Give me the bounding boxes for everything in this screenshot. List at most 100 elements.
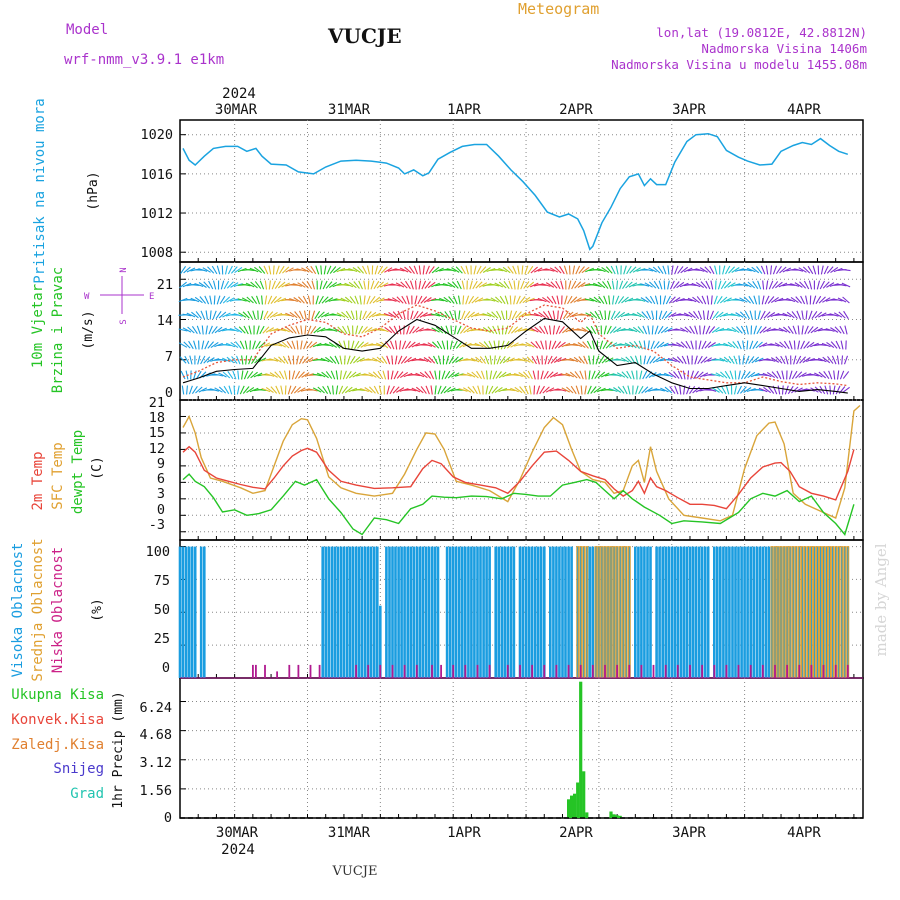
wind-arrow — [683, 267, 693, 273]
y-tick-label: 7 — [165, 349, 173, 365]
wind-arrow — [572, 265, 576, 275]
wind-arrow — [226, 281, 234, 289]
wind-arrow — [467, 311, 475, 319]
wind-arrow — [198, 282, 207, 288]
cloud-bar — [482, 546, 485, 678]
cloud-bar — [713, 546, 716, 678]
wind-arrow — [296, 340, 299, 350]
cloud-bar — [564, 546, 567, 678]
wind-arrow — [532, 370, 536, 380]
wind-arrow — [733, 355, 738, 365]
wind-arrow — [790, 296, 799, 304]
wind-arrow — [353, 281, 360, 289]
wind-arrow — [214, 326, 223, 334]
wind-arrow — [763, 311, 771, 319]
wind-arrow — [258, 266, 266, 274]
wind-arrow — [400, 281, 408, 289]
wind-arrow — [512, 310, 518, 320]
bottom-day-label: 1APR — [447, 825, 481, 841]
wind-arrow — [445, 325, 450, 335]
wind-arrow — [648, 372, 657, 378]
wind-arrow — [697, 310, 703, 320]
wind-arrow — [701, 340, 707, 350]
wind-arrow — [759, 326, 767, 334]
wind-arrow — [830, 266, 839, 274]
wind-arrow — [179, 356, 187, 364]
wind-arrow — [642, 325, 648, 335]
wind-arrow — [499, 295, 506, 305]
wind-arrow — [780, 355, 786, 365]
cloud-bar — [524, 546, 528, 678]
cloud-bar — [637, 546, 640, 678]
wind-arrow — [704, 266, 712, 274]
wind-arrow — [280, 385, 284, 395]
wind-arrow — [375, 328, 385, 332]
wind-arrow — [807, 265, 814, 275]
wind-arrow — [694, 325, 698, 335]
wind-arrow — [679, 313, 689, 317]
wind-arrow — [588, 355, 591, 365]
wind-arrow — [427, 342, 436, 348]
wind-arrow — [627, 385, 631, 395]
wind-arrow — [344, 282, 354, 288]
wind-arrow — [770, 265, 773, 275]
wind-arrow — [213, 295, 216, 305]
wind-arrow — [612, 373, 622, 377]
wind-arrow — [668, 371, 677, 379]
wind-arrow — [503, 340, 510, 350]
wind-arrow — [694, 355, 698, 365]
wind-arrow — [498, 267, 508, 273]
wind-arrow — [723, 297, 732, 303]
wind-arrow — [701, 295, 707, 305]
wind-arrow — [368, 311, 377, 319]
wind-arrow — [434, 385, 437, 395]
wind-arrow — [720, 371, 728, 379]
wind-arrow — [397, 355, 403, 365]
wind-arrow — [626, 265, 632, 275]
wind-arrow — [814, 311, 823, 319]
wind-arrow — [489, 370, 493, 380]
wind-arrow — [471, 371, 479, 379]
wind-arrow — [652, 356, 661, 364]
wind-arrow — [370, 280, 375, 290]
wind-arrow — [743, 282, 752, 288]
wind-arrow — [791, 370, 798, 380]
wind-arrow — [219, 295, 226, 305]
wind-arrow — [613, 387, 622, 393]
wind-arrow — [423, 343, 433, 347]
cloud-bar — [527, 546, 531, 678]
wind-arrow — [771, 371, 779, 379]
wind-arrow — [617, 386, 625, 394]
wind-arrow — [842, 296, 850, 304]
wind-arrow — [645, 296, 653, 304]
wind-arrow — [360, 342, 369, 348]
wind-arrow — [710, 295, 713, 305]
wind-arrow — [746, 340, 749, 350]
cloud-bar — [774, 664, 776, 678]
wind-arrow — [579, 370, 584, 380]
wind-arrow — [716, 386, 724, 394]
wind-arrow — [638, 340, 643, 350]
wind-arrow — [711, 326, 720, 334]
wind-arrow — [796, 355, 802, 365]
wind-arrow — [290, 326, 297, 334]
wind-arrow — [204, 340, 210, 350]
wind-arrow — [424, 281, 431, 289]
wind-arrow — [194, 282, 204, 288]
wind-arrow — [301, 267, 310, 273]
wind-arrow — [569, 312, 578, 318]
wind-arrow — [317, 386, 325, 394]
cloud-bar — [451, 546, 455, 678]
wind-arrow — [830, 327, 839, 333]
wind-arrow — [447, 371, 455, 379]
wind-arrow — [531, 355, 537, 365]
cloud-bar — [567, 546, 570, 678]
cloud-bar — [391, 664, 394, 678]
wind-arrow — [320, 265, 323, 275]
wind-arrow — [643, 355, 647, 365]
wind-arrow — [348, 371, 357, 379]
wind-arrow — [470, 312, 480, 318]
wind-arrow — [187, 326, 195, 334]
wind-arrow — [401, 340, 407, 350]
wind-arrow — [502, 356, 511, 364]
